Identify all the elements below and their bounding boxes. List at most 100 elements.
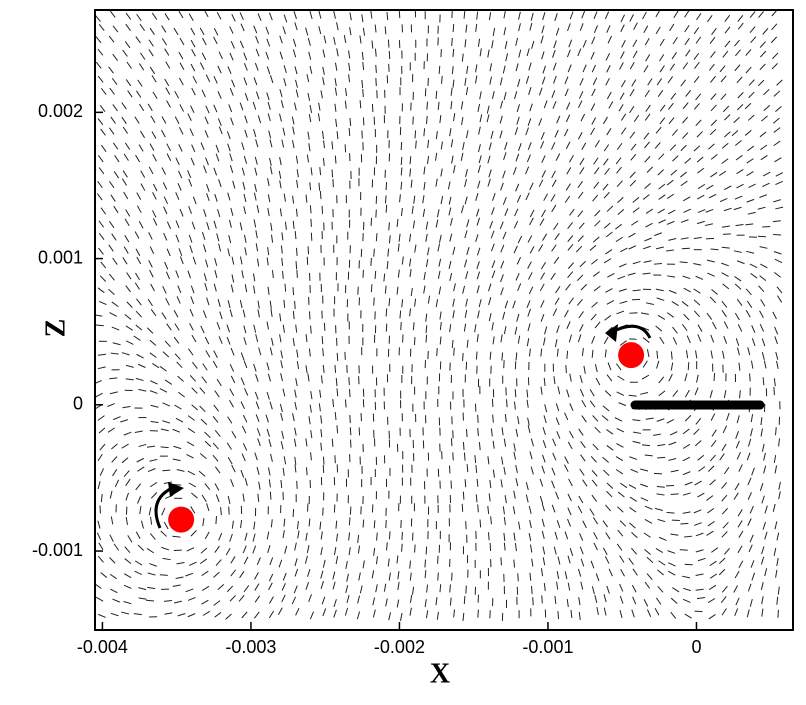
field-vector [682,443,691,449]
field-vector [109,220,115,229]
field-vector [644,182,651,190]
field-vector [345,88,348,97]
field-vector [737,324,743,332]
field-vector [721,608,727,616]
field-vector [348,74,351,83]
field-vector [384,195,387,204]
field-vector [512,506,516,515]
field-vector [344,100,347,109]
field-vector [671,52,677,60]
field-vector [227,416,233,424]
field-vector [279,89,283,98]
field-vector [694,387,699,396]
field-vector [658,219,666,224]
field-vector [279,35,283,44]
field-vector [720,93,727,101]
field-vector [133,335,141,341]
field-vector [438,258,442,267]
field-vector [231,256,235,265]
field-vector [542,337,546,346]
field-vector [164,379,173,385]
field-vector [98,542,104,550]
field-vector [293,438,297,447]
field-vector [464,230,468,239]
field-vector [738,560,744,568]
field-vector [427,295,431,304]
field-vector [578,311,584,319]
field-vector [695,93,702,101]
field-vector [190,105,195,113]
field-vector [414,544,416,553]
field-vector [722,350,725,359]
field-vector [349,117,352,126]
field-vector [147,468,156,472]
field-vector [735,338,740,347]
field-vector [666,220,675,225]
field-vector [761,596,764,605]
field-vector [641,374,650,380]
field-vector [759,131,767,138]
field-vector [591,258,598,265]
field-vector [425,325,428,334]
field-vector [423,128,426,137]
field-vector [179,126,184,135]
field-vector [397,571,400,580]
field-vector [135,36,141,44]
field-vector [772,311,777,320]
field-vector [230,207,234,216]
field-vector [296,269,298,278]
field-vector [334,62,338,71]
field-vector [592,236,600,243]
field-vector [424,599,427,608]
field-vector [488,297,492,306]
field-vector [375,233,378,242]
field-vector [672,326,678,334]
field-vector [122,49,128,57]
field-vector [630,468,639,473]
field-vector [423,181,426,190]
field-vector [361,51,364,60]
field-vector [292,413,295,422]
field-vector [657,89,664,97]
field-vector [641,444,650,447]
field-vector [657,314,666,320]
field-vector [435,152,438,161]
field-vector [97,366,106,370]
field-vector [719,65,726,73]
field-vector [602,520,609,528]
field-vector [162,402,171,407]
field-vector [631,584,637,593]
field-vector [189,245,193,254]
field-vector [427,139,430,148]
field-vector [594,167,600,175]
field-vector [187,470,196,476]
field-vector [98,427,106,434]
field-vector [502,506,505,515]
field-vector [98,232,105,241]
field-vector [682,492,691,496]
field-vector [127,90,133,98]
field-vector [513,451,517,460]
field-vector [722,283,730,290]
field-vector [607,35,612,44]
field-vector [603,116,608,125]
field-vector [111,456,118,463]
field-vector [362,560,365,569]
field-vector [774,258,783,264]
field-vector [620,14,625,23]
field-vector [604,167,610,175]
field-vector [305,194,308,203]
field-vector [593,542,598,551]
field-vector [98,155,104,163]
field-vector [666,418,675,424]
field-vector [764,505,768,514]
field-vector [161,38,168,46]
field-vector [529,22,533,31]
field-vector [242,309,246,318]
x-tick-label: -0.002 [374,637,425,657]
field-vector [644,454,653,457]
field-vector [749,26,756,33]
field-vector [370,284,373,293]
field-vector [309,611,315,620]
field-vector [268,582,273,591]
